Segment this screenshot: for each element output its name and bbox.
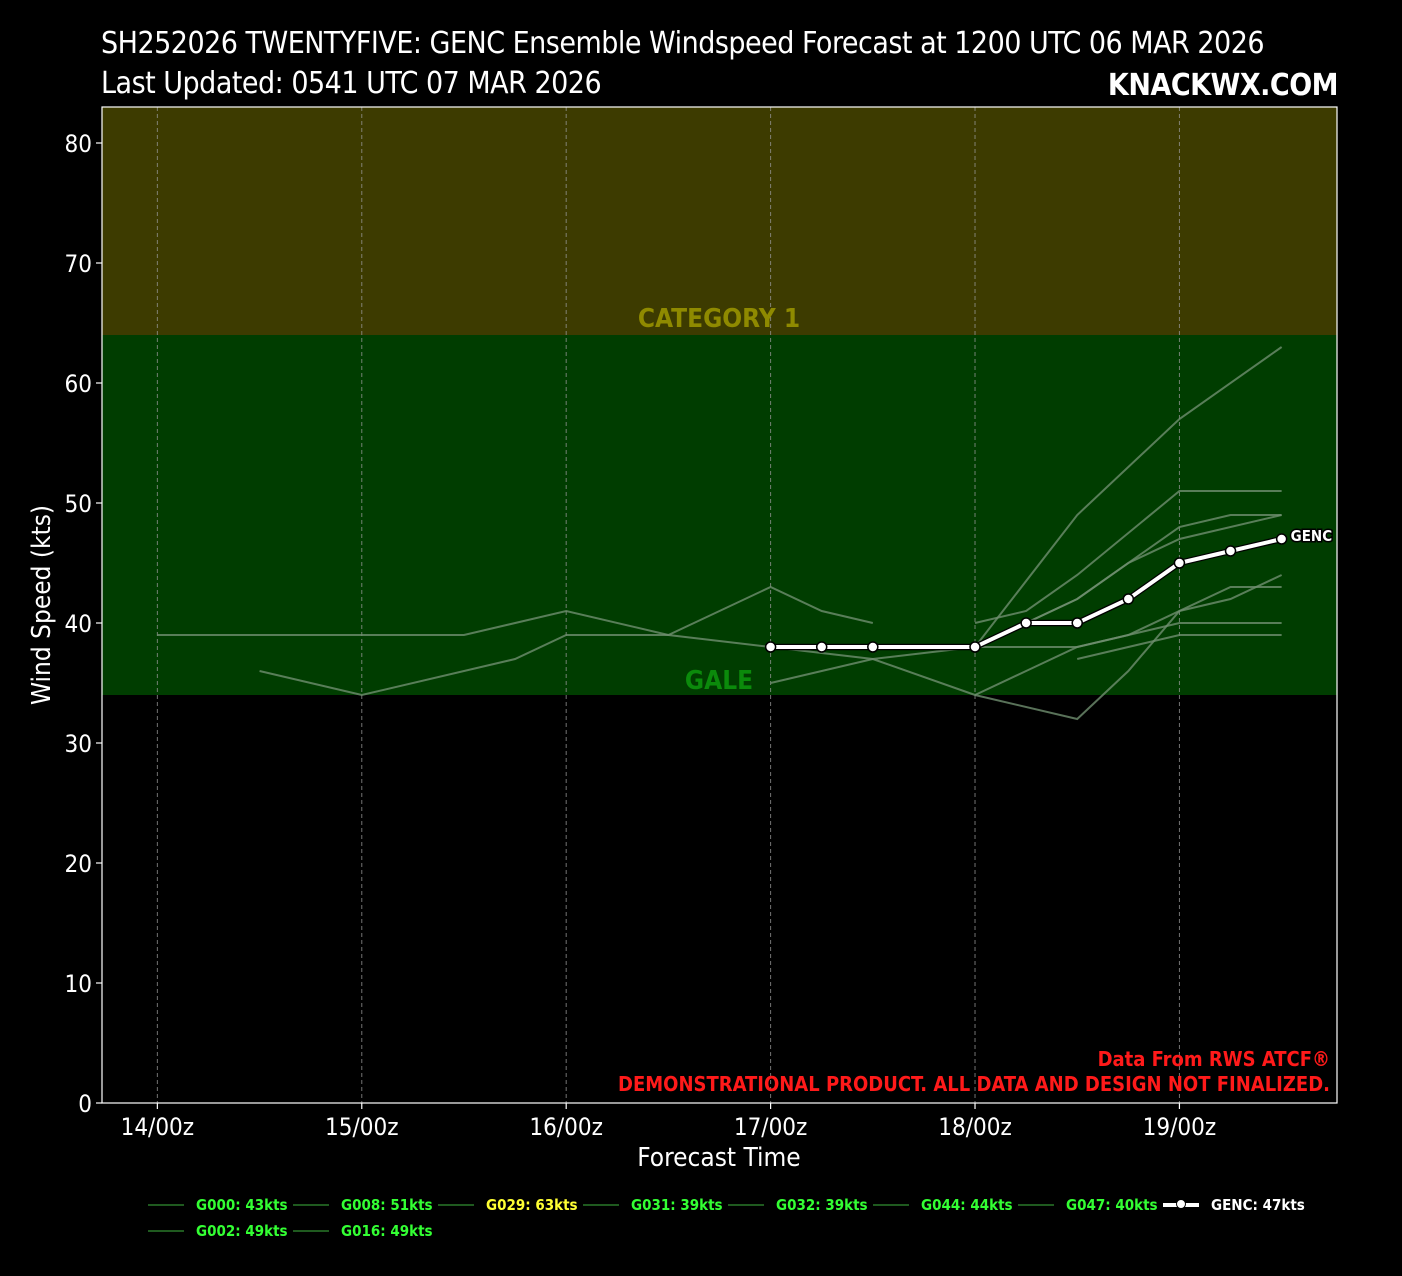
legend-item-g029: G029: 63kts xyxy=(438,1192,578,1218)
legend-swatch xyxy=(148,1230,184,1232)
legend-swatch xyxy=(293,1230,329,1232)
member-line-g031 xyxy=(259,585,874,697)
member-line-g032 xyxy=(975,622,1282,648)
x-tick-label: 18/00z xyxy=(938,1113,1012,1141)
legend-label: G047: 40kts xyxy=(1066,1196,1158,1214)
x-axis-label: Forecast Time xyxy=(637,1143,800,1173)
y-tick-label: 30 xyxy=(65,730,92,758)
legend-label: G032: 39kts xyxy=(776,1196,868,1214)
legend-label: G031: 39kts xyxy=(631,1196,723,1214)
data-source-note: Data From RWS ATCF® xyxy=(1098,1047,1330,1071)
y-tick-label: 60 xyxy=(65,370,92,398)
y-axis-label: Wind Speed (kts) xyxy=(27,505,57,705)
x-tick-label: 16/00z xyxy=(529,1113,603,1141)
y-tick-label: 10 xyxy=(65,970,92,998)
legend-label: GENC: 47kts xyxy=(1211,1196,1305,1214)
y-tick-label: 50 xyxy=(65,490,92,518)
gale-band-label: GALE xyxy=(685,666,753,696)
genc-point xyxy=(969,641,981,653)
legend-item-g008: G008: 51kts xyxy=(293,1192,433,1218)
chart-subtitle: Last Updated: 0541 UTC 07 MAR 2026 xyxy=(101,66,602,101)
genc-end-label: GENC xyxy=(1291,527,1333,545)
genc-point xyxy=(1173,557,1186,569)
legend-swatch xyxy=(1163,1199,1199,1209)
grid-lines xyxy=(156,107,1180,1103)
legend-label: G016: 49kts xyxy=(341,1222,433,1240)
plot-frame xyxy=(101,106,1338,1104)
legend-item-g000: G000: 43kts xyxy=(148,1192,288,1218)
intensity-bands xyxy=(102,107,1337,695)
genc-point xyxy=(1224,545,1237,557)
y-tick-label: 80 xyxy=(65,130,92,158)
legend-item-g002: G002: 49kts xyxy=(148,1218,288,1244)
y-tick-label: 0 xyxy=(78,1090,92,1118)
member-line-g016 xyxy=(974,490,1282,624)
y-tick-label: 40 xyxy=(65,610,92,638)
legend-label: G044: 44kts xyxy=(921,1196,1013,1214)
band-category-1 xyxy=(102,107,1337,335)
member-line-g047 xyxy=(974,514,1282,648)
y-tick-label: 20 xyxy=(65,850,92,878)
legend-swatch xyxy=(583,1204,619,1206)
genc-point xyxy=(815,641,828,653)
legend-label: G008: 51kts xyxy=(341,1196,433,1214)
x-tick-label: 15/00z xyxy=(325,1113,399,1141)
legend-swatch xyxy=(1018,1204,1054,1206)
legend-swatch xyxy=(728,1204,764,1206)
x-tick-label: 19/00z xyxy=(1143,1113,1217,1141)
legend-item-g047: G047: 40kts xyxy=(1018,1192,1158,1218)
genc-point xyxy=(1122,593,1135,605)
genc-point xyxy=(764,641,777,653)
legend-swatch xyxy=(148,1204,184,1206)
legend-item-g032: G032: 39kts xyxy=(728,1192,868,1218)
member-line-g000 xyxy=(157,586,1282,721)
genc-point xyxy=(867,641,879,653)
disclaimer-note: DEMONSTRATIONAL PRODUCT. ALL DATA AND DE… xyxy=(618,1072,1330,1096)
chart-title: SH252026 TWENTYFIVE: GENC Ensemble Winds… xyxy=(101,26,1265,61)
x-tick-label: 17/00z xyxy=(734,1113,808,1141)
ensemble-member-lines xyxy=(157,346,1283,721)
genc-consensus-line: GENC xyxy=(764,526,1334,653)
category-1-band-label: CATEGORY 1 xyxy=(638,304,800,334)
legend-swatch xyxy=(293,1204,329,1206)
y-tick-label: 70 xyxy=(65,250,92,278)
brand-logo-text: KNACKWX.COM xyxy=(1107,68,1339,103)
member-line-g029 xyxy=(974,346,1283,648)
legend-label: G029: 63kts xyxy=(486,1196,578,1214)
legend-item-g044: G044: 44kts xyxy=(873,1192,1013,1218)
x-axis-ticks: 14/00z 15/00z 16/00z 17/00z 18/00z 19/00z xyxy=(121,1103,1217,1141)
legend-swatch xyxy=(873,1204,909,1206)
legend-item-genc: GENC: 47kts xyxy=(1163,1192,1305,1218)
legend-label: G000: 43kts xyxy=(196,1196,288,1214)
genc-point xyxy=(1275,533,1288,545)
legend-swatch-dot xyxy=(1176,1199,1186,1209)
legend-item-g031: G031: 39kts xyxy=(583,1192,723,1218)
legend-label: G002: 49kts xyxy=(196,1222,288,1240)
genc-point xyxy=(1020,617,1032,629)
y-axis-ticks: 0 10 20 30 40 50 60 70 80 xyxy=(65,130,102,1118)
x-tick-label: 14/00z xyxy=(121,1113,195,1141)
genc-point xyxy=(1071,617,1083,629)
legend-swatch xyxy=(438,1204,474,1206)
genc-line xyxy=(770,537,1283,649)
member-line-g044 xyxy=(1076,634,1282,660)
legend-item-g016: G016: 49kts xyxy=(293,1218,433,1244)
